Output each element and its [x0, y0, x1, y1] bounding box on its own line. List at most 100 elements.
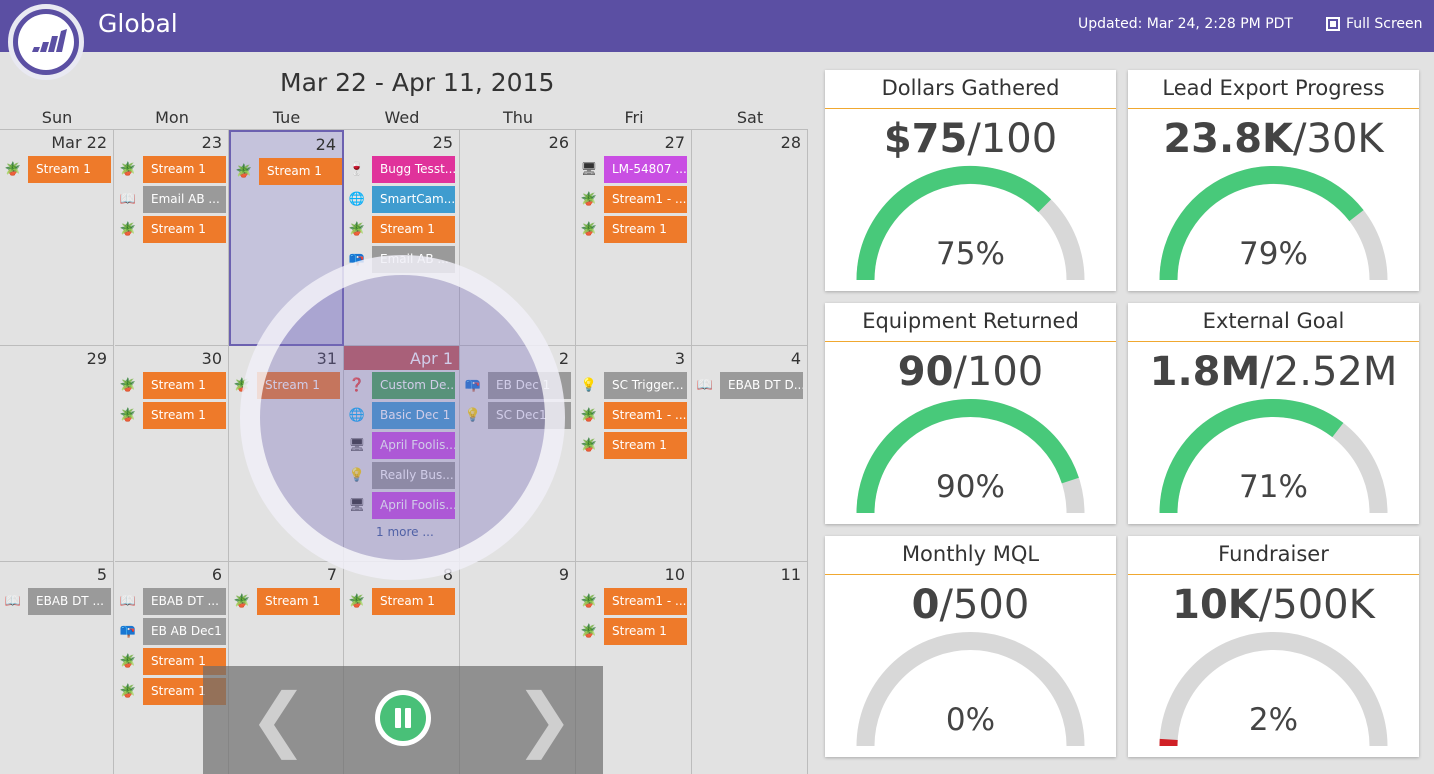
calendar-event[interactable]: 📪 EB AB Dec1 — [115, 618, 226, 645]
event-label[interactable]: April Foolis... — [372, 492, 455, 519]
event-label[interactable]: Stream 1 — [143, 156, 226, 183]
fullscreen-button[interactable]: Full Screen — [1326, 16, 1423, 32]
calendar-event[interactable]: 🖥 LM-54807 ... — [576, 156, 687, 183]
event-label[interactable]: Stream 1 — [604, 216, 687, 243]
event-label[interactable]: Stream 1 — [372, 216, 455, 243]
event-label[interactable]: EB Dec 1 — [488, 372, 571, 399]
calendar-event[interactable]: 💡 SC Dec1 — [460, 402, 571, 429]
gauge-value: $75/100 — [825, 116, 1116, 162]
event-label[interactable]: Basic Dec 1 — [372, 402, 455, 429]
calendar-event[interactable]: 🌐 Basic Dec 1 — [344, 402, 455, 429]
event-label[interactable]: EBAB DT D... — [720, 372, 803, 399]
gauge-percent: 2% — [1248, 702, 1299, 738]
event-label[interactable]: Stream 1 — [257, 372, 340, 399]
calendar-event[interactable]: 🪴 Stream 1 — [229, 588, 340, 615]
calendar-event[interactable]: 💡 SC Trigger... — [576, 372, 687, 399]
calendar-event[interactable]: 🌐 SmartCam... — [344, 186, 455, 213]
calendar-day[interactable]: 4 📖 EBAB DT D... — [692, 346, 808, 562]
event-label[interactable]: LM-54807 ... — [604, 156, 687, 183]
calendar-day[interactable]: Mar 22 🪴 Stream 1 — [0, 130, 114, 346]
calendar-event[interactable]: 🪴 Stream 1 — [229, 372, 340, 399]
event-label[interactable]: EBAB DT ... — [143, 588, 226, 615]
event-label[interactable]: Stream 1 — [28, 156, 111, 183]
calendar-event[interactable]: 📪 Email AB ... — [344, 246, 455, 273]
event-label[interactable]: Stream1 - ... — [604, 588, 687, 615]
calendar-event[interactable]: 🪴 Stream 1 — [576, 432, 687, 459]
calendar-event[interactable]: 💡 Really Bus... — [344, 462, 455, 489]
event-label[interactable]: Really Bus... — [372, 462, 455, 489]
event-label[interactable]: Stream 1 — [143, 372, 226, 399]
calendar-day[interactable]: Apr 1 ❓ Custom De... 🌐 Basic Dec 1 🖥 April Foo… — [344, 346, 460, 562]
event-label[interactable]: Stream 1 — [143, 648, 226, 675]
calendar-event[interactable]: 🪴 Stream 1 — [115, 216, 226, 243]
gauge-value: 23.8K/30K — [1128, 116, 1419, 162]
gauge-fill — [1159, 166, 1364, 281]
event-label[interactable]: Stream 1 — [259, 158, 342, 185]
more-events-link[interactable]: 1 more ... — [376, 525, 434, 539]
calendar-event[interactable]: 📖 EBAB DT ... — [115, 588, 226, 615]
event-label[interactable]: Bugg Tesst... — [372, 156, 455, 183]
calendar-event[interactable]: 🪴 Stream 1 — [115, 372, 226, 399]
calendar-day[interactable]: 26 — [460, 130, 576, 346]
event-label[interactable]: Custom De... — [372, 372, 455, 399]
calendar-event[interactable]: 🪴 Stream 1 — [344, 588, 455, 615]
fullscreen-label: Full Screen — [1346, 16, 1423, 32]
calendar-event[interactable]: 📖 Email AB ... — [115, 186, 226, 213]
calendar-event[interactable]: 🖥 April Foolis... — [344, 492, 455, 519]
event-label[interactable]: Stream1 - ... — [604, 186, 687, 213]
day-number: 7 — [326, 565, 337, 584]
calendar-day[interactable]: 29 — [0, 346, 114, 562]
event-label[interactable]: SC Trigger... — [604, 372, 687, 399]
calendar-day[interactable]: 5 📖 EBAB DT ... — [0, 562, 114, 774]
calendar-event[interactable]: 🪴 Stream1 - ... — [576, 186, 687, 213]
calendar-event[interactable]: 🪴 Stream 1 — [231, 158, 342, 185]
calendar-event[interactable]: 🪴 Stream 1 — [0, 156, 111, 183]
calendar-event[interactable]: 🪴 Stream1 - ... — [576, 402, 687, 429]
calendar-event[interactable]: 🪴 Stream1 - ... — [576, 588, 687, 615]
event-label[interactable]: Email AB ... — [143, 186, 226, 213]
calendar-day[interactable]: 25 🍷 Bugg Tesst... 🌐 SmartCam... 🪴 Stream 1 📪 Em… — [344, 130, 460, 346]
previous-button[interactable]: ❮ — [249, 678, 308, 760]
pause-button[interactable] — [375, 690, 431, 746]
event-label[interactable]: April Foolis... — [372, 432, 455, 459]
calendar-event[interactable]: 🪴 Stream 1 — [576, 216, 687, 243]
event-label[interactable]: SmartCam... — [372, 186, 455, 213]
gauge-value-current: 23.8K — [1163, 116, 1294, 162]
calendar-event[interactable]: 🪴 Stream 1 — [344, 216, 455, 243]
event-label[interactable]: Stream 1 — [143, 402, 226, 429]
calendar-day[interactable]: 31 🪴 Stream 1 — [229, 346, 344, 562]
calendar-event[interactable]: 📪 EB Dec 1 — [460, 372, 571, 399]
event-label[interactable]: Stream 1 — [604, 618, 687, 645]
event-label[interactable]: Stream 1 — [372, 588, 455, 615]
calendar-day[interactable]: 2 📪 EB Dec 1 💡 SC Dec1 — [460, 346, 576, 562]
plant-icon: 🪴 — [119, 684, 137, 699]
calendar-day[interactable]: 28 — [692, 130, 808, 346]
calendar-event[interactable]: 🖥 April Foolis... — [344, 432, 455, 459]
calendar-day[interactable]: 30 🪴 Stream 1 🪴 Stream 1 — [115, 346, 229, 562]
event-label[interactable]: EB AB Dec1 — [143, 618, 226, 645]
globe-icon: 🌐 — [348, 408, 366, 423]
event-label[interactable]: EBAB DT ... — [28, 588, 111, 615]
gauge-card: Dollars Gathered $75/100 75% — [825, 70, 1116, 291]
event-label[interactable]: Stream 1 — [257, 588, 340, 615]
calendar-event[interactable]: 🪴 Stream 1 — [115, 402, 226, 429]
event-label[interactable]: Stream 1 — [143, 216, 226, 243]
event-label[interactable]: Email AB ... — [372, 246, 455, 273]
calendar-event[interactable]: 🪴 Stream 1 — [576, 618, 687, 645]
event-label[interactable]: Stream 1 — [604, 432, 687, 459]
calendar-event[interactable]: 🪴 Stream 1 — [115, 156, 226, 183]
calendar-event[interactable]: 🍷 Bugg Tesst... — [344, 156, 455, 183]
calendar-day[interactable]: 23 🪴 Stream 1 📖 Email AB ... 🪴 Stream 1 — [115, 130, 229, 346]
calendar-event[interactable]: 📖 EBAB DT ... — [0, 588, 111, 615]
calendar-day[interactable]: 24 🪴 Stream 1 — [229, 130, 344, 346]
pause-icon — [380, 695, 426, 741]
calendar-day[interactable]: 3 💡 SC Trigger... 🪴 Stream1 - ... 🪴 Stream 1 — [576, 346, 692, 562]
calendar-event[interactable]: 📖 EBAB DT D... — [692, 372, 803, 399]
event-label[interactable]: Stream1 - ... — [604, 402, 687, 429]
calendar-event[interactable]: 🪴 Stream 1 — [115, 648, 226, 675]
calendar-event[interactable]: ❓ Custom De... — [344, 372, 455, 399]
event-label[interactable]: SC Dec1 — [488, 402, 571, 429]
calendar-day[interactable]: 27 🖥 LM-54807 ... 🪴 Stream1 - ... 🪴 Stream 1 — [576, 130, 692, 346]
calendar-day[interactable]: 11 — [692, 562, 808, 774]
next-button[interactable]: ❯ — [515, 678, 574, 760]
